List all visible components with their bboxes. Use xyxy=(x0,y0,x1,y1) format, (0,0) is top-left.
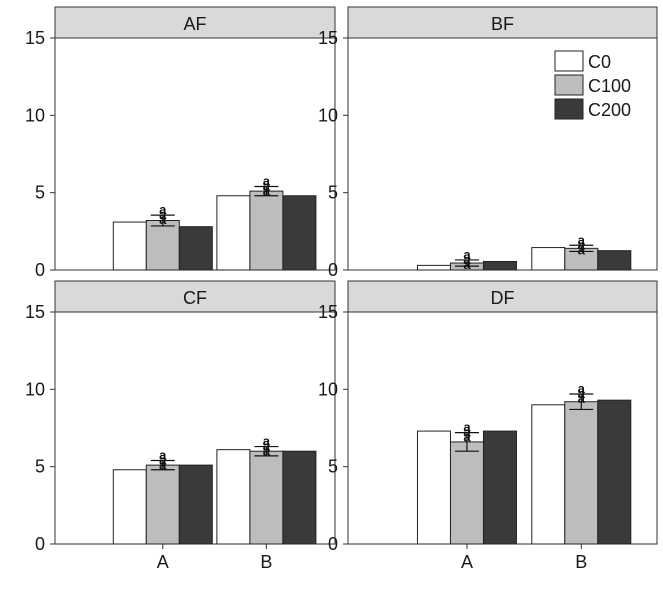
bar-cf-a-c200 xyxy=(178,464,213,545)
significance-letter: a xyxy=(159,212,167,227)
bar-bf-a-c200 xyxy=(482,260,517,271)
bar-bf-a-c0 xyxy=(416,264,451,271)
bar-af-b-c100 xyxy=(249,190,284,271)
bar-df-b-c0 xyxy=(531,404,566,545)
bar-bf-b-c200 xyxy=(597,250,632,271)
panel-title-df: DF xyxy=(491,288,515,308)
significance-letter: a xyxy=(578,386,586,401)
y-tick-label: 0 xyxy=(328,260,338,280)
significance-letter: a xyxy=(263,183,271,198)
panel-title-bf: BF xyxy=(491,14,514,34)
y-tick-label: 5 xyxy=(328,183,338,203)
y-tick-label: 15 xyxy=(25,28,45,48)
panel-strip-bf xyxy=(347,6,658,39)
significance-letter: a xyxy=(159,447,167,462)
y-tick-label: 5 xyxy=(35,183,45,203)
y-tick-label: 5 xyxy=(35,457,45,477)
significance-letter: a xyxy=(159,452,167,467)
y-tick-label: 10 xyxy=(318,105,338,125)
significance-letter: a xyxy=(578,232,586,247)
y-tick-label: 15 xyxy=(25,302,45,322)
legend-label-c0: C0 xyxy=(588,52,611,72)
y-tick-label: 0 xyxy=(35,260,45,280)
y-tick-label: 10 xyxy=(318,379,338,399)
significance-letter: a xyxy=(263,178,271,193)
bar-af-b-c200 xyxy=(282,195,317,271)
significance-letter: a xyxy=(463,430,471,445)
panel-title-af: AF xyxy=(183,14,206,34)
x-tick-label-a: A xyxy=(157,552,169,572)
bar-df-b-c200 xyxy=(597,399,632,545)
significance-letter: a xyxy=(263,434,271,449)
legend-swatch-c100 xyxy=(554,74,584,96)
significance-letter: a xyxy=(578,381,586,396)
legend-label-c200: C200 xyxy=(588,100,631,120)
y-tick-label: 0 xyxy=(328,534,338,554)
panel-plot-area-bf xyxy=(347,37,658,271)
y-tick-label: 10 xyxy=(25,105,45,125)
significance-letter: a xyxy=(159,457,167,472)
significance-letter: a xyxy=(463,252,471,267)
significance-letter: a xyxy=(578,237,586,252)
significance-letter: a xyxy=(578,242,586,257)
bar-df-a-c0 xyxy=(416,430,451,545)
significance-letter: a xyxy=(159,202,167,217)
bar-df-b-c100 xyxy=(564,401,599,545)
significance-letter: a xyxy=(578,391,586,406)
significance-letter: a xyxy=(263,173,271,188)
panel-strip-af xyxy=(54,6,336,39)
bar-af-b-c0 xyxy=(216,195,251,271)
significance-letter: a xyxy=(159,207,167,222)
bar-df-a-c100 xyxy=(449,441,484,545)
bar-cf-b-c0 xyxy=(216,449,251,545)
x-tick-label-a: A xyxy=(461,552,473,572)
significance-letter: a xyxy=(263,444,271,459)
legend-swatch-c0 xyxy=(554,50,584,72)
bar-af-a-c0 xyxy=(112,221,147,271)
significance-letter: a xyxy=(463,420,471,435)
significance-letter: a xyxy=(463,425,471,440)
bar-cf-b-c200 xyxy=(282,450,317,545)
bar-cf-a-c0 xyxy=(112,469,147,545)
significance-letter: a xyxy=(463,247,471,262)
panel-strip-cf xyxy=(54,280,336,313)
y-tick-label: 0 xyxy=(35,534,45,554)
legend-swatch-c200 xyxy=(554,98,584,120)
x-tick-label-b: B xyxy=(260,552,272,572)
bar-cf-b-c100 xyxy=(249,450,284,545)
y-tick-label: 5 xyxy=(328,457,338,477)
legend-label-c100: C100 xyxy=(588,76,631,96)
y-tick-label: 15 xyxy=(318,302,338,322)
significance-letter: a xyxy=(463,257,471,272)
bar-af-a-c200 xyxy=(178,226,213,271)
x-tick-label-b: B xyxy=(575,552,587,572)
bar-df-a-c200 xyxy=(482,430,517,545)
bar-bf-b-c0 xyxy=(531,247,566,271)
y-tick-label: 10 xyxy=(25,379,45,399)
panel-strip-df xyxy=(347,280,658,313)
bar-af-a-c100 xyxy=(145,220,180,271)
bar-cf-a-c100 xyxy=(145,464,180,545)
panel-title-cf: CF xyxy=(183,288,207,308)
y-tick-label: 15 xyxy=(318,28,338,48)
significance-letter: a xyxy=(263,439,271,454)
